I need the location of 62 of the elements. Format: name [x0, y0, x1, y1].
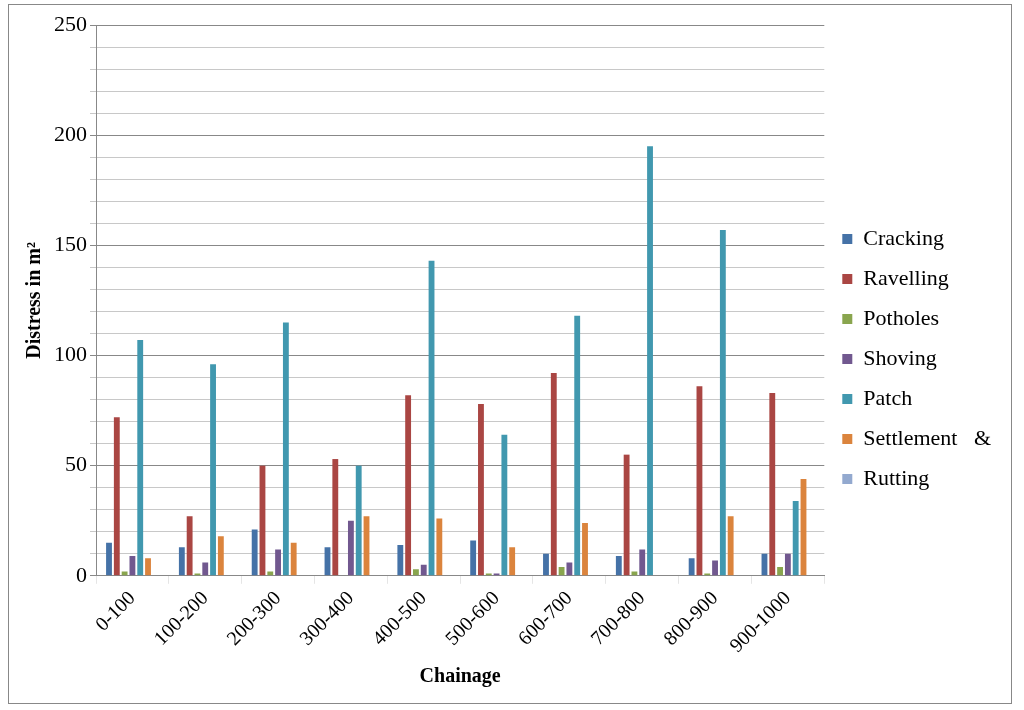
bar	[436, 518, 443, 576]
bar	[769, 392, 776, 576]
bar	[267, 571, 274, 576]
bar	[397, 544, 404, 576]
bar	[777, 567, 784, 576]
bar	[574, 315, 581, 576]
bar	[639, 549, 646, 576]
y-tick-label: 250	[54, 10, 87, 36]
bar	[470, 540, 477, 576]
bar	[566, 562, 573, 576]
legend-label: Patch	[863, 384, 913, 410]
bar	[543, 553, 549, 576]
bar	[202, 562, 209, 576]
bar	[137, 340, 144, 576]
bar	[719, 229, 726, 576]
bar	[290, 542, 297, 576]
bar	[615, 555, 622, 576]
bar	[186, 516, 193, 576]
bar	[501, 434, 508, 576]
bar	[582, 522, 588, 576]
bar	[478, 403, 484, 576]
bar	[413, 569, 419, 576]
y-axis-title: Distress in m²	[22, 242, 45, 359]
bar	[784, 553, 791, 576]
y-tick-label: 100	[54, 341, 87, 367]
bar	[647, 146, 653, 576]
bar	[558, 567, 565, 576]
legend-label: Shoving	[863, 344, 937, 370]
bar	[121, 571, 128, 576]
bar	[712, 560, 718, 576]
y-tick-label: 50	[65, 451, 87, 477]
bar	[282, 322, 289, 576]
bar	[106, 542, 112, 576]
bar	[113, 417, 120, 576]
legend-label: Cracking	[863, 224, 944, 250]
bar	[509, 547, 516, 576]
bar	[145, 558, 151, 576]
legend-label: Potholes	[863, 304, 940, 330]
bar	[251, 529, 258, 576]
bar	[688, 558, 695, 576]
bar	[332, 459, 339, 576]
bar	[129, 555, 136, 576]
y-tick-label: 200	[54, 120, 87, 146]
bar	[623, 454, 630, 576]
bar	[210, 364, 216, 576]
bar	[420, 564, 427, 576]
bar	[631, 571, 638, 576]
bar	[727, 516, 734, 576]
bar	[792, 500, 799, 576]
bar	[178, 547, 185, 576]
bar	[275, 549, 281, 576]
bar	[347, 520, 354, 576]
legend-label: Ravelling	[863, 264, 949, 290]
y-tick-label: 150	[54, 231, 87, 257]
bar	[550, 373, 557, 576]
bar	[217, 536, 224, 576]
x-axis-title: Chainage	[419, 664, 501, 688]
y-tick-label: 0	[76, 561, 87, 587]
bar	[405, 395, 412, 576]
legend-label: Settlement &	[863, 424, 991, 450]
legend-label: Rutting	[863, 464, 930, 490]
bar	[355, 465, 362, 576]
